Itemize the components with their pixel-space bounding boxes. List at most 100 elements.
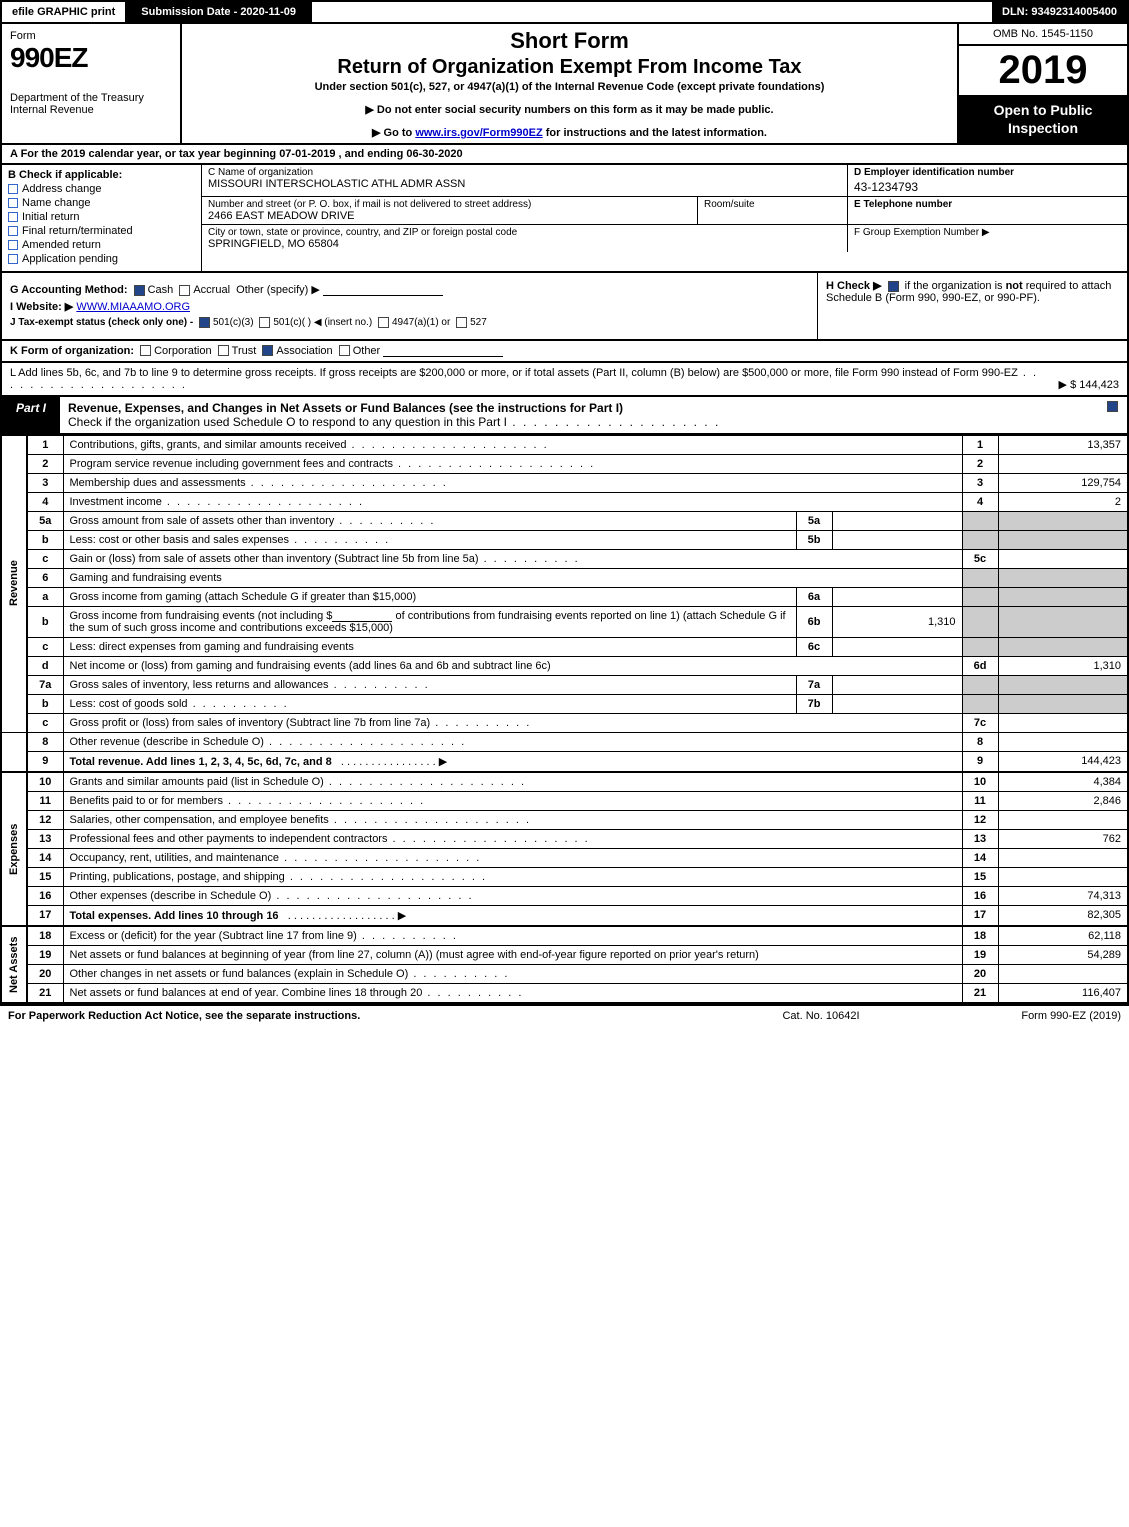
check-addr-change[interactable] [8,184,18,194]
check-501c3[interactable] [199,317,210,328]
check-accrual[interactable] [179,285,190,296]
line21-rn: 21 [962,983,998,1003]
line14-rn: 14 [962,848,998,867]
line16-val: 74,313 [998,886,1128,905]
check-4947[interactable] [378,317,389,328]
line5a-shaded2 [998,511,1128,530]
label-c-name: C Name of organization [208,167,841,178]
check-amended[interactable] [8,240,18,250]
line11-val: 2,846 [998,791,1128,810]
check-assoc[interactable] [262,345,273,356]
line7a-sn: 7a [796,675,832,694]
line20-rn: 20 [962,964,998,983]
irs-link[interactable]: www.irs.gov/Form990EZ [415,127,542,139]
line2-rn: 2 [962,454,998,473]
check-initial[interactable] [8,212,18,222]
line4-rn: 4 [962,492,998,511]
line6d-rn: 6d [962,656,998,675]
label-g: G Accounting Method: [10,284,128,296]
check-corp[interactable] [140,345,151,356]
line13-num: 13 [27,829,63,848]
check-other-org[interactable] [339,345,350,356]
line12-rn: 12 [962,810,998,829]
dln-number: DLN: 93492314005400 [992,2,1127,22]
line6c-sn: 6c [796,637,832,656]
label-i: I Website: ▶ [10,301,73,313]
line2-text: Program service revenue including govern… [63,454,962,473]
part1-label: Part I [2,397,60,433]
col-b-title: B Check if applicable: [8,169,195,181]
tax-year: 2019 [959,46,1127,95]
check-501c[interactable] [259,317,270,328]
website-link[interactable]: WWW.MIAAAMO.ORG [76,301,190,313]
line19-rn: 19 [962,945,998,964]
line21-val: 116,407 [998,983,1128,1003]
check-trust[interactable] [218,345,229,356]
line1-text: Contributions, gifts, grants, and simila… [63,435,962,454]
label-h: H Check ▶ [826,280,882,292]
l-line: L Add lines 5b, 6c, and 7b to line 9 to … [0,363,1129,397]
label-cash: Cash [148,284,174,296]
label-assoc: Association [276,345,332,357]
org-name: MISSOURI INTERSCHOLASTIC ATHL ADMR ASSN [208,178,841,190]
other-org-field[interactable] [383,345,503,357]
line6b-blank[interactable] [332,610,392,622]
line10-num: 10 [27,772,63,792]
line5c-rn: 5c [962,549,998,568]
check-cash[interactable] [134,285,145,296]
line5b-text: Less: cost or other basis and sales expe… [63,530,796,549]
label-501c: 501(c)( ) ◀ (insert no.) [273,318,372,329]
line19-num: 19 [27,945,63,964]
city-value: SPRINGFIELD, MO 65804 [208,238,841,250]
line2-num: 2 [27,454,63,473]
label-name-change: Name change [22,197,91,209]
line13-rn: 13 [962,829,998,848]
line4-val: 2 [998,492,1128,511]
label-addr-change: Address change [22,183,102,195]
line5c-val [998,549,1128,568]
form-code: 990EZ [10,42,172,74]
line6d-text: Net income or (loss) from gaming and fun… [63,656,962,675]
line17-t: Total expenses. Add lines 10 through 16 [70,910,279,922]
other-specify-field[interactable] [323,284,443,296]
line13-text: Professional fees and other payments to … [63,829,962,848]
submission-date: Submission Date - 2020-11-09 [127,2,312,22]
line16-rn: 16 [962,886,998,905]
part1-header: Part I Revenue, Expenses, and Changes in… [0,397,1129,435]
label-trust: Trust [232,345,257,357]
k-line: K Form of organization: Corporation Trus… [0,341,1129,363]
side-label-netassets: Net Assets [1,926,27,1003]
line9-rn: 9 [962,751,998,772]
line7c-rn: 7c [962,713,998,732]
line4-num: 4 [27,492,63,511]
subtitle: Under section 501(c), 527, or 4947(a)(1)… [190,81,949,93]
label-4947: 4947(a)(1) or [392,318,450,329]
line6a-sv [832,587,962,606]
line8-num: 8 [27,732,63,751]
check-final[interactable] [8,226,18,236]
check-527[interactable] [456,317,467,328]
goto-post: for instructions and the latest informat… [543,127,767,139]
check-name-change[interactable] [8,198,18,208]
line6d-num: d [27,656,63,675]
ein-value: 43-1234793 [854,180,1121,194]
line3-rn: 3 [962,473,998,492]
dept-treasury: Department of the Treasury [10,92,172,104]
check-part1-schedo[interactable] [1107,401,1118,412]
line8-rn: 8 [962,732,998,751]
line18-rn: 18 [962,926,998,946]
line15-text: Printing, publications, postage, and shi… [63,867,962,886]
check-pending[interactable] [8,254,18,264]
line6a-text: Gross income from gaming (attach Schedul… [63,587,796,606]
line8-val [998,732,1128,751]
label-pending: Application pending [22,253,118,265]
label-initial: Initial return [22,211,79,223]
line7c-num: c [27,713,63,732]
line6b-t1: Gross income from fundraising events (no… [70,610,333,622]
line11-rn: 11 [962,791,998,810]
label-e-phone: E Telephone number [854,199,1121,210]
check-h[interactable] [888,281,899,292]
efile-print-button[interactable]: efile GRAPHIC print [2,2,127,22]
line5a-shaded [962,511,998,530]
h-text1: if the organization is [905,280,1006,292]
